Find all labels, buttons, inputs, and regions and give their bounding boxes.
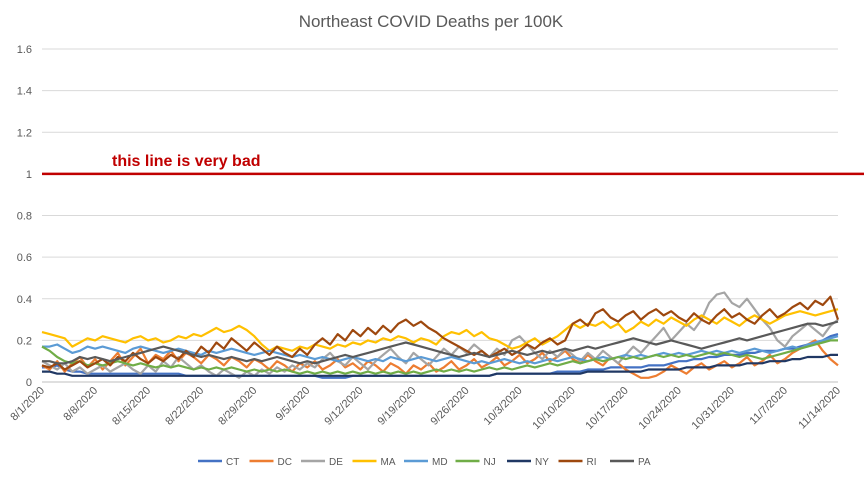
- x-tick-label: 10/24/2020: [637, 385, 684, 432]
- series-lines: [41, 291, 840, 379]
- y-tick-label: 0.2: [17, 335, 32, 347]
- series-line-ny: [42, 353, 838, 377]
- y-tick-label: 0.8: [17, 211, 32, 223]
- x-tick-label: 8/29/2020: [216, 385, 259, 428]
- x-tick-label: 8/22/2020: [163, 385, 206, 428]
- legend-label-ny: NY: [535, 457, 549, 468]
- y-tick-label: 1.2: [17, 127, 32, 139]
- y-tick-label: 1: [26, 169, 32, 181]
- y-tick-label: 1.6: [17, 44, 32, 56]
- reference-line-group: this line is very bad: [42, 153, 864, 176]
- legend-label-ct: CT: [226, 457, 239, 468]
- x-tick-label: 10/3/2020: [482, 385, 525, 428]
- x-tick-label: 10/31/2020: [690, 385, 737, 432]
- legend-label-dc: DC: [278, 457, 292, 468]
- reference-line-label: this line is very bad: [112, 153, 261, 170]
- series-line-nj: [41, 339, 838, 375]
- x-tick-label: 9/12/2020: [322, 385, 365, 428]
- x-tick-label: 8/15/2020: [110, 385, 153, 428]
- x-axis-ticks: 8/1/2020 8/8/2020 8/15/2020 8/22/2020 8/29/2…: [8, 385, 843, 432]
- chart-title: Northeast COVID Deaths per 100K: [299, 12, 564, 31]
- legend-label-pa: PA: [638, 457, 651, 468]
- y-tick-label: 0.4: [17, 294, 32, 306]
- x-tick-label: 10/10/2020: [530, 385, 577, 432]
- x-tick-label: 9/19/2020: [375, 385, 418, 428]
- x-tick-label: 8/1/2020: [8, 385, 47, 424]
- legend-label-nj: NJ: [484, 457, 496, 468]
- x-tick-label: 11/14/2020: [796, 385, 843, 432]
- x-tick-label: 9/5/2020: [274, 385, 313, 424]
- x-tick-label: 11/7/2020: [748, 385, 791, 428]
- series-line-ri: [41, 295, 840, 371]
- x-tick-label: 10/17/2020: [583, 385, 630, 432]
- y-tick-label: 0: [26, 377, 32, 389]
- x-tick-label: 8/8/2020: [61, 385, 100, 424]
- y-axis-ticks: 0 0.2 0.4 0.6 0.8 1 1.2 1.4 1.6: [17, 44, 32, 389]
- legend-label-de: DE: [329, 457, 343, 468]
- x-tick-label: 9/26/2020: [429, 385, 472, 428]
- y-tick-label: 0.6: [17, 252, 32, 264]
- legend: CT DC DE MA MD NJ NY RI PA: [198, 457, 651, 468]
- legend-label-ri: RI: [587, 457, 597, 468]
- y-tick-label: 1.4: [17, 86, 32, 98]
- series-line-pa: [42, 320, 839, 365]
- series-line-ma: [41, 308, 839, 352]
- legend-label-ma: MA: [381, 457, 396, 468]
- legend-label-md: MD: [432, 457, 448, 468]
- gridlines: [42, 48, 838, 383]
